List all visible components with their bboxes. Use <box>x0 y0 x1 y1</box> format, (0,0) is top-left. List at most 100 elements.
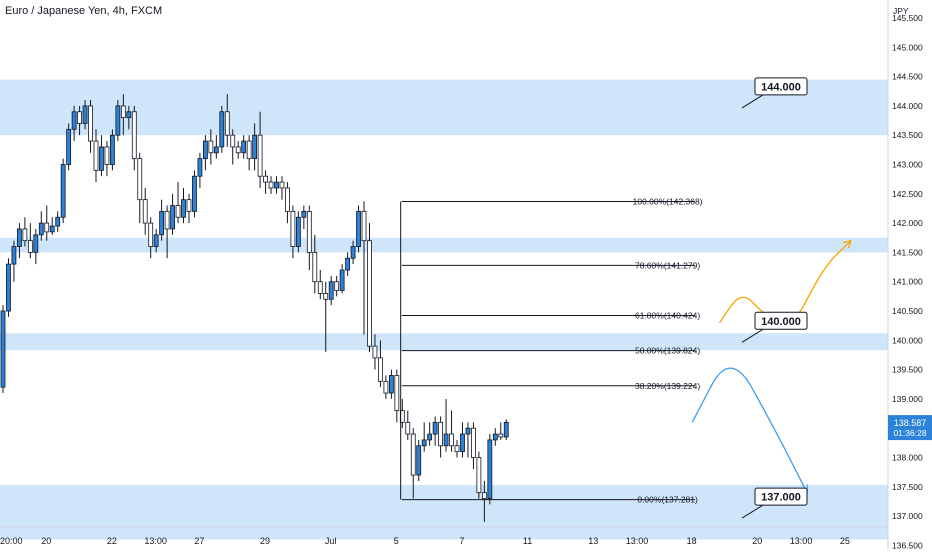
y-tick-label: 141.000 <box>892 277 923 287</box>
candle-body <box>416 445 422 476</box>
zone-144.000 <box>0 79 888 136</box>
candle-body <box>60 164 66 218</box>
candle-body <box>33 234 39 253</box>
candle-body <box>432 421 438 435</box>
candle-body <box>290 210 296 247</box>
y-tick-label: 141.500 <box>892 247 923 257</box>
candle-body <box>460 433 465 453</box>
x-tick-label: 27 <box>194 536 204 546</box>
x-tick-label: 13:00 <box>144 536 167 546</box>
candle-body <box>115 105 121 136</box>
candle-body <box>77 111 82 124</box>
countdown-label: 01:36:28 <box>893 428 926 438</box>
candle-body <box>44 222 50 233</box>
candle-body <box>449 433 454 447</box>
candle-body <box>186 199 192 212</box>
callout-label: 137.000 <box>761 492 801 504</box>
candle-body <box>224 111 230 136</box>
candle-body <box>181 199 186 218</box>
candle-body <box>334 281 340 291</box>
candle-body <box>175 205 181 218</box>
candle-body <box>317 281 323 294</box>
candle-body <box>120 105 126 119</box>
y-tick-label: 142.000 <box>892 218 923 228</box>
candle-body <box>82 105 88 124</box>
candle-body <box>306 210 312 253</box>
candle-body <box>274 181 279 189</box>
candle-body <box>285 187 290 212</box>
candle-body <box>427 433 433 441</box>
candle-body <box>481 492 487 499</box>
orange-path-arrowhead <box>842 239 852 249</box>
callout-box <box>754 311 808 330</box>
fib-label: 38.20%(139.224) <box>635 381 700 391</box>
candle-body <box>93 140 99 171</box>
candle-body <box>356 210 361 247</box>
candle-body <box>66 128 72 165</box>
candle-body <box>257 134 263 177</box>
candle-body <box>49 225 55 233</box>
x-tick-label: Jul <box>325 536 337 546</box>
candle-body <box>131 111 137 160</box>
x-tick-label: 20:00 <box>0 536 23 546</box>
candle-body <box>213 146 219 154</box>
candle-body <box>99 146 104 171</box>
x-tick-label: 5 <box>394 536 399 546</box>
candle-body <box>153 234 159 247</box>
candle-body <box>230 134 236 148</box>
candle-body <box>197 158 203 177</box>
candle-body <box>492 433 498 441</box>
candle-body <box>235 146 241 154</box>
x-tick-label: 13:00 <box>626 536 649 546</box>
callout-pointer <box>741 504 764 519</box>
candle-body <box>345 257 351 271</box>
y-tick-label: 142.500 <box>892 189 923 199</box>
currency-label: JPY <box>893 6 909 16</box>
candle-body <box>476 457 482 494</box>
blue-path <box>691 367 808 493</box>
y-tick-label: 139.500 <box>892 365 923 375</box>
x-tick-label: 11 <box>523 536 532 546</box>
candle-body <box>498 433 504 438</box>
candle-body <box>405 421 411 435</box>
callout-pointer <box>741 94 764 109</box>
x-tick-label: 20 <box>41 536 51 546</box>
candle-body <box>192 175 197 212</box>
candle-body <box>471 427 476 458</box>
candle-body <box>71 111 77 130</box>
candle-body <box>137 158 143 201</box>
x-tick-label: 20 <box>752 536 762 546</box>
candle-body <box>202 140 208 160</box>
candle-body <box>241 140 247 154</box>
y-tick-label: 139.000 <box>892 394 923 404</box>
candle-body <box>219 111 225 148</box>
candle-body <box>208 140 214 154</box>
y-tick-label: 144.000 <box>892 101 923 111</box>
candle-body <box>252 134 258 160</box>
candle-body <box>110 134 115 165</box>
x-tick-label: 25 <box>840 536 850 546</box>
candle-body <box>454 445 460 453</box>
y-tick-label: 138.000 <box>892 453 923 463</box>
candle-body <box>88 105 93 142</box>
candle-body <box>301 210 307 218</box>
candle-body <box>339 269 345 291</box>
zone-137.000 <box>0 485 888 540</box>
y-tick-label: 136.500 <box>892 540 923 550</box>
candle-body <box>55 216 61 227</box>
candle-body <box>388 375 394 394</box>
candle-body <box>148 222 154 247</box>
candle-body <box>378 357 383 382</box>
candle-body <box>361 210 367 242</box>
x-tick-label: 7 <box>459 536 464 546</box>
candle-body <box>0 310 6 388</box>
candle-body <box>268 181 274 189</box>
fib-label: 50.00%(139.824) <box>635 346 700 356</box>
zone-140.000 <box>0 333 888 351</box>
y-tick-label: 140.500 <box>892 306 923 316</box>
chart-title: Euro / Japanese Yen, 4h, FXCM <box>5 5 163 17</box>
candle-body <box>487 439 493 499</box>
x-tick-label: 18 <box>687 536 697 546</box>
